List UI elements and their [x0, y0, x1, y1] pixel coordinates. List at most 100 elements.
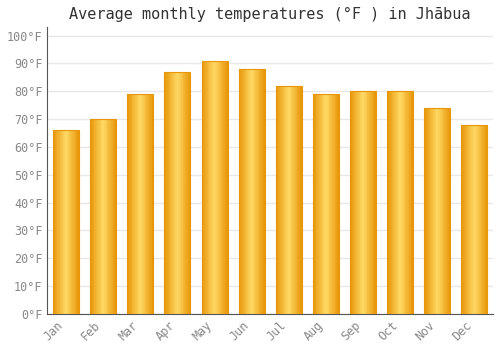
Bar	[441, 108, 442, 314]
Bar	[334, 94, 336, 314]
Bar	[68, 130, 70, 314]
Bar	[332, 94, 333, 314]
Bar	[150, 94, 152, 314]
Bar	[94, 119, 96, 314]
Bar	[434, 108, 435, 314]
Bar	[433, 108, 434, 314]
Bar	[187, 72, 188, 314]
Bar	[208, 61, 210, 314]
Bar	[389, 91, 390, 314]
Bar	[254, 69, 255, 314]
Bar	[463, 125, 464, 314]
Bar	[238, 69, 264, 314]
Bar	[98, 119, 99, 314]
Bar	[324, 94, 325, 314]
Bar	[388, 91, 389, 314]
Bar	[212, 61, 213, 314]
Bar	[132, 94, 134, 314]
Bar	[109, 119, 110, 314]
Bar	[427, 108, 428, 314]
Bar	[462, 125, 487, 314]
Bar	[252, 69, 254, 314]
Bar	[152, 94, 154, 314]
Bar	[90, 119, 91, 314]
Bar	[392, 91, 394, 314]
Bar	[173, 72, 174, 314]
Bar	[217, 61, 218, 314]
Bar	[407, 91, 408, 314]
Bar	[390, 91, 392, 314]
Bar	[438, 108, 439, 314]
Bar	[206, 61, 207, 314]
Bar	[322, 94, 324, 314]
Bar	[56, 130, 58, 314]
Bar	[146, 94, 147, 314]
Bar	[168, 72, 170, 314]
Bar	[180, 72, 181, 314]
Bar	[295, 86, 296, 314]
Bar	[130, 94, 131, 314]
Bar	[244, 69, 246, 314]
Bar	[138, 94, 140, 314]
Bar	[222, 61, 223, 314]
Bar	[205, 61, 206, 314]
Bar	[426, 108, 427, 314]
Bar	[185, 72, 186, 314]
Bar	[401, 91, 402, 314]
Bar	[179, 72, 180, 314]
Bar	[293, 86, 294, 314]
Bar	[327, 94, 328, 314]
Bar	[114, 119, 116, 314]
Bar	[320, 94, 322, 314]
Bar	[483, 125, 484, 314]
Bar	[175, 72, 176, 314]
Bar	[76, 130, 78, 314]
Bar	[261, 69, 262, 314]
Bar	[468, 125, 469, 314]
Bar	[320, 94, 321, 314]
Bar	[430, 108, 432, 314]
Bar	[403, 91, 404, 314]
Bar	[478, 125, 479, 314]
Bar	[409, 91, 410, 314]
Bar	[479, 125, 480, 314]
Bar	[65, 130, 66, 314]
Bar	[182, 72, 184, 314]
Bar	[258, 69, 260, 314]
Bar	[480, 125, 482, 314]
Bar	[102, 119, 103, 314]
Bar	[210, 61, 211, 314]
Bar	[351, 91, 352, 314]
Bar	[64, 130, 65, 314]
Bar	[294, 86, 295, 314]
Bar	[387, 91, 388, 314]
Bar	[319, 94, 320, 314]
Bar	[446, 108, 447, 314]
Bar	[350, 91, 351, 314]
Bar	[129, 94, 130, 314]
Bar	[170, 72, 172, 314]
Bar	[408, 91, 409, 314]
Bar	[71, 130, 72, 314]
Bar	[473, 125, 474, 314]
Bar	[284, 86, 286, 314]
Bar	[78, 130, 79, 314]
Bar	[282, 86, 283, 314]
Title: Average monthly temperatures (°F ) in Jhābua: Average monthly temperatures (°F ) in Jh…	[70, 7, 471, 22]
Bar	[356, 91, 357, 314]
Bar	[369, 91, 370, 314]
Bar	[148, 94, 149, 314]
Bar	[60, 130, 61, 314]
Bar	[256, 69, 257, 314]
Bar	[61, 130, 62, 314]
Bar	[350, 91, 376, 314]
Bar	[134, 94, 135, 314]
Bar	[444, 108, 445, 314]
Bar	[149, 94, 150, 314]
Bar	[188, 72, 190, 314]
Bar	[296, 86, 298, 314]
Bar	[325, 94, 326, 314]
Bar	[248, 69, 249, 314]
Bar	[331, 94, 332, 314]
Bar	[164, 72, 166, 314]
